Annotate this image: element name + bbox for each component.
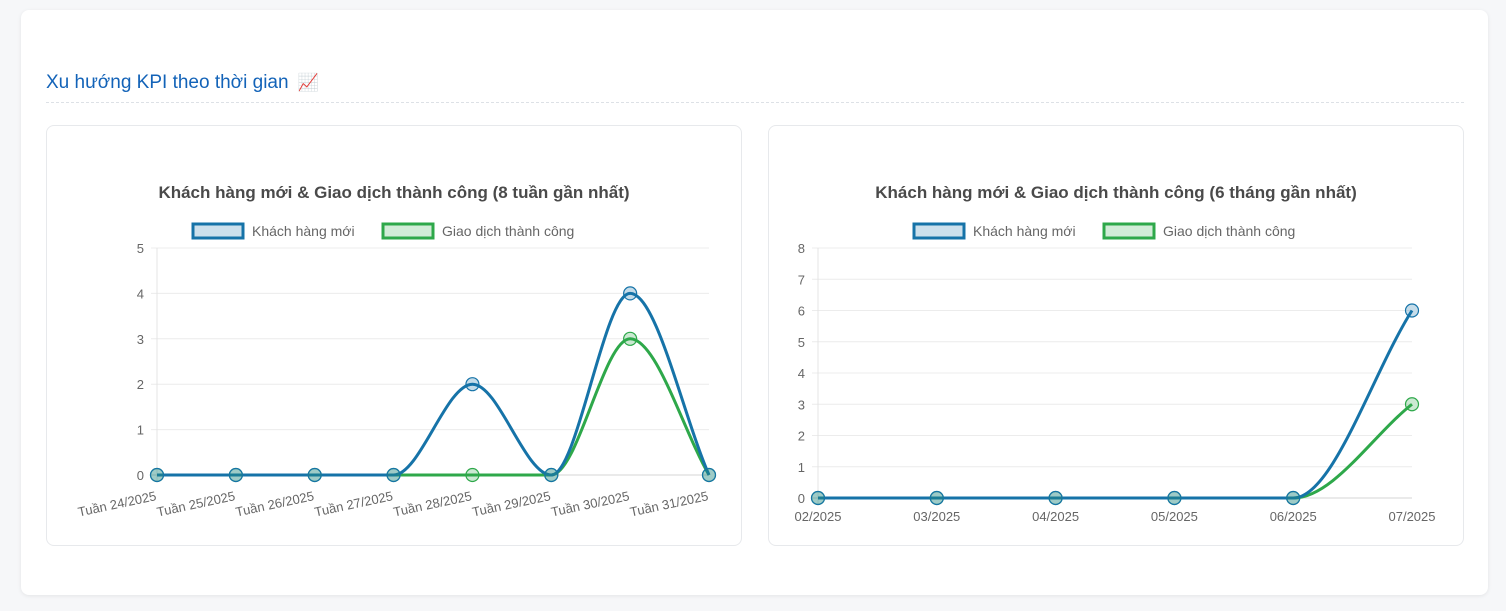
legend-swatch — [191, 222, 245, 240]
series-line — [157, 337, 711, 477]
section-title: Xu hướng KPI theo thời gian 📈 — [46, 72, 1464, 103]
x-tick-label: Tuần 25/2025 — [155, 488, 236, 519]
legend-swatch — [1102, 222, 1156, 240]
chart-trend-icon: 📈 — [297, 73, 320, 92]
legend-item[interactable]: Khách hàng mới — [191, 222, 355, 240]
x-tick-label: 05/2025 — [1151, 509, 1198, 524]
x-tick-label: 06/2025 — [1270, 509, 1317, 524]
x-tick-label: Tuần 27/2025 — [313, 488, 394, 519]
y-tick-label: 3 — [798, 397, 805, 412]
data-point[interactable] — [701, 467, 717, 483]
x-tick-label: 04/2025 — [1032, 509, 1079, 524]
legend-label: Khách hàng mới — [252, 223, 355, 239]
data-point[interactable] — [307, 467, 322, 483]
data-point[interactable] — [1167, 490, 1182, 506]
kpi-trend-card: Xu hướng KPI theo thời gian 📈 Khách hàng… — [21, 10, 1488, 595]
y-tick-label: 5 — [137, 241, 144, 256]
data-point[interactable] — [810, 490, 826, 506]
legend-label: Giao dịch thành công — [442, 223, 574, 239]
y-tick-label: 0 — [137, 468, 144, 483]
y-tick-label: 3 — [137, 332, 144, 347]
x-tick-label: Tuần 29/2025 — [471, 488, 552, 519]
series-line — [818, 309, 1414, 500]
series-line — [157, 291, 711, 477]
data-point[interactable] — [623, 331, 638, 346]
data-point[interactable] — [228, 467, 243, 483]
legend-item[interactable]: Giao dịch thành công — [381, 222, 574, 240]
x-tick-label: Tuần 26/2025 — [234, 488, 315, 519]
chart-title: Khách hàng mới & Giao dịch thành công (8… — [158, 183, 629, 202]
legend-swatch — [381, 222, 435, 240]
chart-title: Khách hàng mới & Giao dịch thành công (6… — [875, 183, 1356, 202]
y-tick-label: 2 — [137, 377, 144, 392]
legend-label: Khách hàng mới — [973, 223, 1076, 239]
x-tick-label: Tuần 30/2025 — [550, 488, 631, 519]
y-tick-label: 5 — [798, 335, 805, 350]
x-tick-label: Tuần 31/2025 — [628, 488, 709, 519]
y-tick-label: 2 — [798, 429, 805, 444]
y-tick-label: 6 — [798, 304, 805, 319]
data-point[interactable] — [1048, 490, 1063, 506]
x-tick-label: Tuần 24/2025 — [76, 488, 157, 519]
monthly-chart-card: Khách hàng mới & Giao dịch thành công (6… — [768, 125, 1464, 546]
y-tick-label: 8 — [798, 241, 805, 256]
data-point[interactable] — [1404, 303, 1420, 318]
legend-label: Giao dịch thành công — [1163, 223, 1295, 239]
data-point[interactable] — [465, 377, 480, 392]
weekly-kpi-chart: Khách hàng mới & Giao dịch thành công (8… — [76, 183, 717, 520]
data-point[interactable] — [544, 467, 559, 483]
data-point[interactable] — [149, 467, 165, 483]
data-point[interactable] — [929, 490, 944, 506]
data-point[interactable] — [465, 467, 480, 483]
series-line — [818, 403, 1413, 500]
x-tick-label: Tuần 28/2025 — [392, 488, 473, 519]
data-point[interactable] — [386, 467, 401, 483]
y-tick-label: 7 — [798, 272, 805, 287]
monthly-kpi-chart: Khách hàng mới & Giao dịch thành công (6… — [795, 183, 1436, 524]
weekly-chart-card: Khách hàng mới & Giao dịch thành công (8… — [46, 125, 742, 546]
x-tick-label: 03/2025 — [913, 509, 960, 524]
data-point[interactable] — [1286, 490, 1301, 506]
legend-swatch — [912, 222, 966, 240]
y-tick-label: 1 — [798, 460, 805, 475]
x-tick-label: 02/2025 — [795, 509, 842, 524]
y-tick-label: 4 — [137, 286, 144, 301]
y-tick-label: 4 — [798, 366, 805, 381]
y-tick-label: 1 — [137, 423, 144, 438]
section-title-text: Xu hướng KPI theo thời gian — [46, 72, 289, 93]
data-point[interactable] — [1404, 397, 1420, 412]
y-tick-label: 0 — [798, 491, 805, 506]
data-point[interactable] — [623, 286, 638, 301]
legend-item[interactable]: Giao dịch thành công — [1102, 222, 1295, 240]
x-tick-label: 07/2025 — [1389, 509, 1436, 524]
legend-item[interactable]: Khách hàng mới — [912, 222, 1076, 240]
